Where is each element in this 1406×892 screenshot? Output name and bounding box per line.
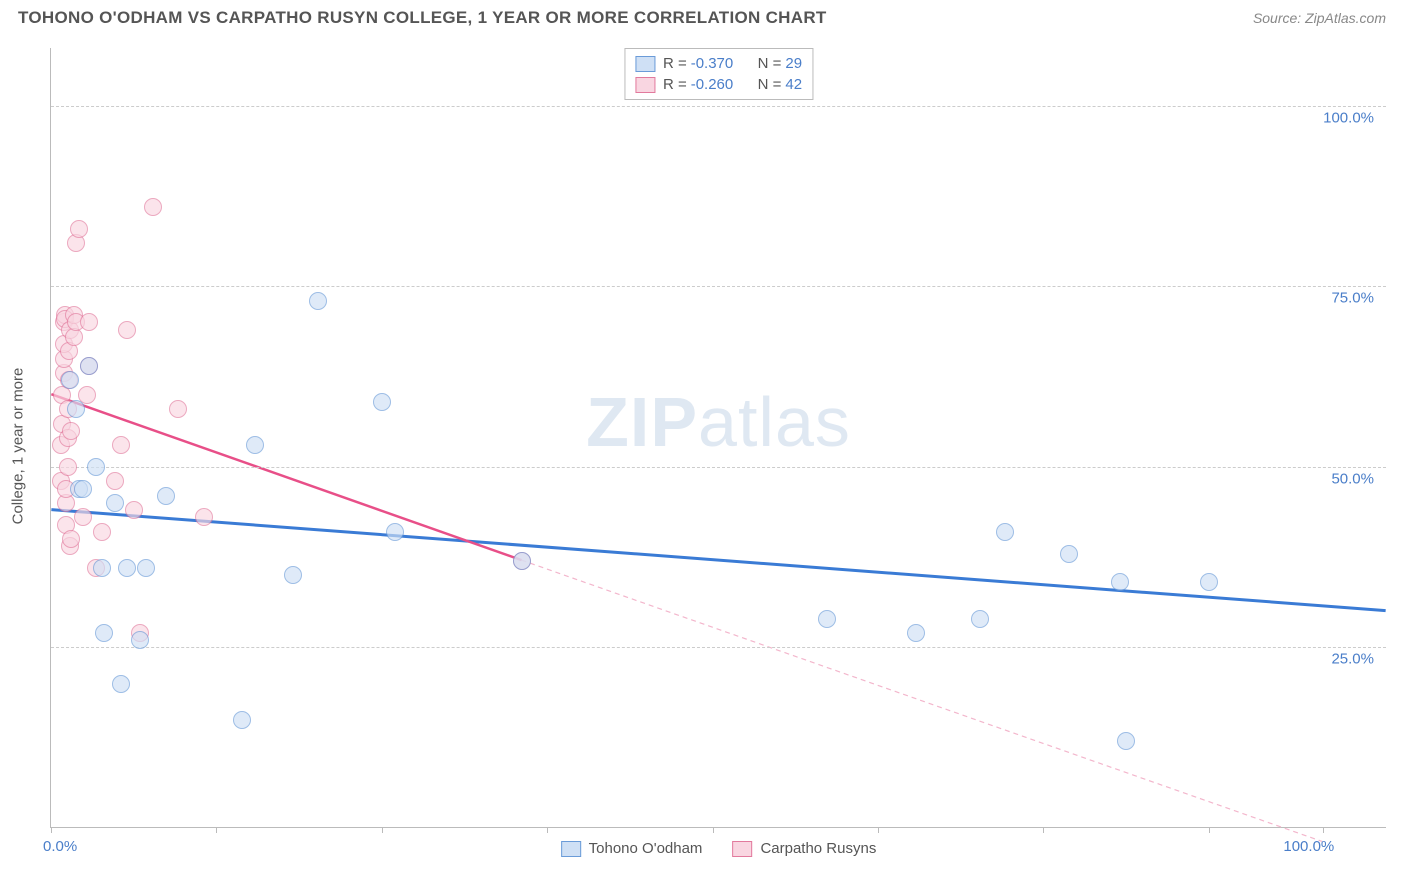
gridline	[51, 106, 1386, 107]
x-tick	[1209, 827, 1210, 833]
scatter-point	[70, 220, 88, 238]
scatter-point	[971, 610, 989, 628]
legend-n-label: N =	[758, 55, 782, 72]
scatter-point	[62, 422, 80, 440]
x-tick	[713, 827, 714, 833]
scatter-point	[144, 198, 162, 216]
scatter-point	[195, 508, 213, 526]
scatter-point	[1060, 545, 1078, 563]
legend-swatch	[635, 77, 655, 93]
scatter-point	[1200, 573, 1218, 591]
scatter-point	[513, 552, 531, 570]
legend-r-value: -0.260	[691, 76, 734, 93]
legend-item: Tohono O'odham	[561, 840, 703, 857]
gridline	[51, 286, 1386, 287]
y-tick-label: 100.0%	[1323, 109, 1374, 126]
y-tick-label: 50.0%	[1331, 470, 1374, 487]
legend-label: Carpatho Rusyns	[760, 840, 876, 857]
x-tick	[1323, 827, 1324, 833]
scatter-point	[386, 523, 404, 541]
x-tick	[878, 827, 879, 833]
scatter-point	[1111, 573, 1129, 591]
legend-label: Tohono O'odham	[589, 840, 703, 857]
x-tick	[51, 827, 52, 833]
scatter-chart: ZIPatlas R = -0.370 N = 29R = -0.260 N =…	[50, 48, 1386, 828]
scatter-point	[137, 559, 155, 577]
scatter-point	[373, 393, 391, 411]
scatter-point	[309, 292, 327, 310]
x-tick	[216, 827, 217, 833]
gridline	[51, 647, 1386, 648]
scatter-point	[106, 472, 124, 490]
legend-n-label: N =	[758, 76, 782, 93]
scatter-point	[169, 400, 187, 418]
scatter-point	[907, 624, 925, 642]
legend-item: Carpatho Rusyns	[732, 840, 876, 857]
scatter-point	[95, 624, 113, 642]
legend-r-label: R =	[663, 55, 687, 72]
x-tick	[382, 827, 383, 833]
legend-r-label: R =	[663, 76, 687, 93]
scatter-point	[80, 357, 98, 375]
trend-line	[522, 560, 1323, 841]
scatter-point	[87, 458, 105, 476]
scatter-point	[67, 400, 85, 418]
scatter-point	[284, 566, 302, 584]
x-tick-label: 0.0%	[43, 838, 77, 855]
y-axis-label: College, 1 year or more	[10, 368, 27, 525]
legend-series: Tohono O'odham Carpatho Rusyns	[561, 840, 877, 857]
scatter-point	[93, 523, 111, 541]
legend-n-value: 29	[785, 55, 802, 72]
y-tick-label: 75.0%	[1331, 290, 1374, 307]
legend-row: R = -0.260 N = 42	[635, 74, 802, 95]
scatter-point	[118, 321, 136, 339]
scatter-point	[996, 523, 1014, 541]
scatter-point	[106, 494, 124, 512]
chart-header: TOHONO O'ODHAM VS CARPATHO RUSYN COLLEGE…	[0, 0, 1406, 36]
scatter-point	[59, 458, 77, 476]
legend-row: R = -0.370 N = 29	[635, 53, 802, 74]
scatter-point	[818, 610, 836, 628]
scatter-point	[131, 631, 149, 649]
scatter-point	[80, 313, 98, 331]
legend-swatch	[561, 841, 581, 857]
scatter-point	[125, 501, 143, 519]
scatter-point	[1117, 732, 1135, 750]
legend-swatch	[635, 56, 655, 72]
scatter-point	[233, 711, 251, 729]
x-tick-label: 100.0%	[1283, 838, 1334, 855]
scatter-point	[74, 508, 92, 526]
legend-swatch	[732, 841, 752, 857]
chart-title: TOHONO O'ODHAM VS CARPATHO RUSYN COLLEGE…	[18, 8, 827, 28]
scatter-point	[157, 487, 175, 505]
trend-line	[51, 510, 1385, 611]
x-tick	[1043, 827, 1044, 833]
scatter-point	[93, 559, 111, 577]
legend-r-value: -0.370	[691, 55, 734, 72]
chart-source: Source: ZipAtlas.com	[1253, 10, 1386, 26]
scatter-point	[246, 436, 264, 454]
gridline	[51, 467, 1386, 468]
scatter-point	[62, 530, 80, 548]
legend-n-value: 42	[785, 76, 802, 93]
scatter-point	[61, 371, 79, 389]
scatter-point	[112, 675, 130, 693]
scatter-point	[118, 559, 136, 577]
legend-correlation: R = -0.370 N = 29R = -0.260 N = 42	[624, 48, 813, 100]
scatter-point	[74, 480, 92, 498]
y-tick-label: 25.0%	[1331, 651, 1374, 668]
x-tick	[547, 827, 548, 833]
scatter-point	[112, 436, 130, 454]
